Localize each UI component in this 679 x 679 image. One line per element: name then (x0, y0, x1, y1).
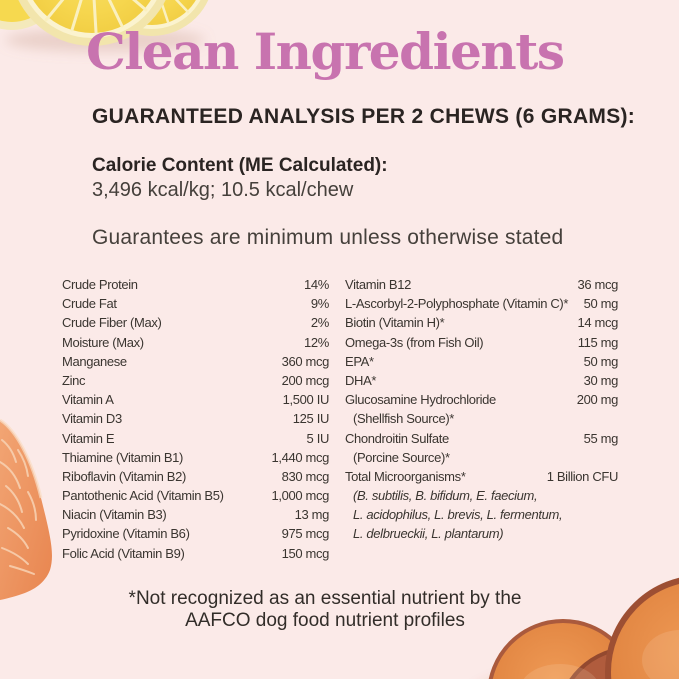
nutrient-label: Thiamine (Vitamin B1) (62, 449, 184, 465)
nutrient-row: Thiamine (Vitamin B1) 1,440 mcg (62, 450, 329, 469)
nutrient-label: Vitamin E (62, 430, 115, 446)
nutrient-label: Biotin (Vitamin H)* (345, 315, 445, 331)
nutrient-label: Manganese (62, 353, 127, 369)
nutrient-row-continuation: (Porcine Source)* (345, 450, 618, 469)
microorganism-species-list: L. delbrueckii, L. plantarum) (353, 526, 504, 542)
nutrient-row-continuation: L. acidophilus, L. brevis, L. fermentum, (345, 507, 618, 526)
nutrient-row: Vitamin B12 36 mcg (345, 277, 618, 296)
nutrient-label: Crude Fiber (Max) (62, 315, 162, 331)
nutrient-row: Glucosamine Hydrochloride 200 mg (345, 392, 618, 411)
nutrient-source-label: (Porcine Source)* (353, 449, 450, 465)
nutrient-row: Manganese 360 mcg (62, 354, 329, 373)
aafco-footnote: *Not recognized as an essential nutrient… (30, 588, 620, 632)
nutrient-value: 1 Billion CFU (546, 468, 619, 484)
nutrient-label: Moisture (Max) (62, 334, 144, 350)
nutrient-value: 975 mcg (281, 526, 330, 542)
nutrient-value: 830 mcg (281, 468, 330, 484)
footnote-line-2: AAFCO dog food nutrient profiles (185, 610, 465, 631)
microorganism-species-list: L. acidophilus, L. brevis, L. fermentum, (353, 507, 563, 523)
nutrient-label: L-Ascorbyl-2-Polyphosphate (Vitamin C)* (345, 296, 569, 312)
nutrient-label: Omega-3s (from Fish Oil) (345, 334, 484, 350)
nutrient-value: 1,440 mcg (271, 449, 329, 465)
nutrient-label: Total Microorganisms* (345, 468, 466, 484)
nutrient-value: 5 IU (306, 430, 330, 446)
nutrient-label: Zinc (62, 372, 86, 388)
nutrient-value: 30 mg (583, 372, 619, 388)
nutrient-value: 9% (310, 296, 329, 312)
nutrient-row: Niacin (Vitamin B3) 13 mg (62, 507, 329, 526)
calorie-content-value: 3,496 kcal/kg; 10.5 kcal/chew (92, 179, 354, 201)
nutrient-row: DHA* 30 mg (345, 373, 618, 392)
nutrient-row: Crude Protein 14% (62, 277, 329, 296)
nutrient-label: Folic Acid (Vitamin B9) (62, 545, 185, 561)
nutrient-value: 360 mcg (281, 353, 330, 369)
footnote-line-1: *Not recognized as an essential nutrient… (128, 588, 522, 609)
nutrient-row: Crude Fat 9% (62, 296, 329, 315)
nutrient-row: Total Microorganisms* 1 Billion CFU (345, 469, 618, 488)
nutrient-value: 1,500 IU (282, 392, 330, 408)
nutrient-label: Pantothenic Acid (Vitamin B5) (62, 488, 224, 504)
guaranteed-analysis-heading: GUARANTEED ANALYSIS PER 2 CHEWS (6 GRAMS… (92, 105, 636, 128)
page-title: Clean Ingredients (86, 22, 565, 81)
nutrient-row: EPA* 50 mg (345, 354, 618, 373)
nutrient-label: Crude Protein (62, 277, 138, 292)
nutrient-value: 125 IU (292, 411, 330, 427)
nutrient-row: Pantothenic Acid (Vitamin B5) 1,000 mcg (62, 488, 329, 507)
nutrient-row-continuation: (B. subtilis, B. bifidum, E. faecium, (345, 488, 618, 507)
nutrient-value: 200 mcg (281, 372, 330, 388)
guarantee-note: Guarantees are minimum unless otherwise … (92, 226, 564, 249)
nutrient-row-continuation: L. delbrueckii, L. plantarum) (345, 526, 618, 545)
nutrient-value: 200 mg (576, 392, 619, 408)
microorganism-species-list: (B. subtilis, B. bifidum, E. faecium, (353, 488, 538, 504)
nutrient-row-continuation: (Shellfish Source)* (345, 411, 618, 430)
nutrient-value: 50 mg (583, 296, 619, 312)
nutrient-label: Niacin (Vitamin B3) (62, 507, 167, 523)
nutrient-value: 115 mg (577, 334, 619, 350)
nutrient-label: Glucosamine Hydrochloride (345, 392, 496, 408)
nutrient-row: Vitamin D3 125 IU (62, 411, 329, 430)
calorie-content-heading: Calorie Content (ME Calculated): (92, 155, 388, 176)
nutrient-row: Chondroitin Sulfate 55 mg (345, 431, 618, 450)
nutrient-row: Vitamin E 5 IU (62, 431, 329, 450)
nutrient-value: 36 mcg (577, 277, 618, 292)
nutrient-value: 50 mg (583, 353, 619, 369)
nutrient-row: Riboflavin (Vitamin B2) 830 mcg (62, 469, 329, 488)
nutrient-column-left: Crude Protein 14% Crude Fat 9% Crude Fiber… (62, 277, 329, 565)
nutrient-value: 14 mcg (577, 315, 618, 331)
nutrient-row: Zinc 200 mcg (62, 373, 329, 392)
nutrient-source-label: (Shellfish Source)* (353, 411, 455, 427)
nutrient-label: Vitamin B12 (345, 277, 412, 292)
nutrient-label: Crude Fat (62, 296, 117, 312)
nutrient-label: EPA* (345, 353, 374, 369)
nutrient-value: 13 mg (294, 507, 330, 523)
nutrient-value: 2% (310, 315, 329, 331)
nutrient-label: Vitamin D3 (62, 411, 122, 427)
nutrient-label: Riboflavin (Vitamin B2) (62, 468, 186, 484)
nutrient-row: Crude Fiber (Max) 2% (62, 315, 329, 334)
nutrient-row: Omega-3s (from Fish Oil) 115 mg (345, 335, 618, 354)
nutrient-value: 1,000 mcg (271, 488, 329, 504)
nutrient-row: Vitamin A 1,500 IU (62, 392, 329, 411)
nutrient-column-right: Vitamin B12 36 mcg L-Ascorbyl-2-Polyphosp… (345, 277, 618, 546)
nutrient-value: 14% (304, 277, 329, 292)
nutrient-label: DHA* (345, 372, 377, 388)
nutrient-value: 150 mcg (281, 545, 330, 561)
nutrient-label: Pyridoxine (Vitamin B6) (62, 526, 190, 542)
nutrient-row: Biotin (Vitamin H)* 14 mcg (345, 315, 618, 334)
nutrient-row: L-Ascorbyl-2-Polyphosphate (Vitamin C)* 5… (345, 296, 618, 315)
nutrient-row: Folic Acid (Vitamin B9) 150 mcg (62, 546, 329, 565)
nutrient-label: Vitamin A (62, 392, 114, 408)
nutrient-row: Moisture (Max) 12% (62, 335, 329, 354)
nutrient-label: Chondroitin Sulfate (345, 430, 449, 446)
nutrient-value: 55 mg (583, 430, 619, 446)
salmon-fillet-image (0, 418, 52, 600)
nutrient-value: 12% (304, 334, 329, 350)
nutrient-row: Pyridoxine (Vitamin B6) 975 mcg (62, 526, 329, 545)
